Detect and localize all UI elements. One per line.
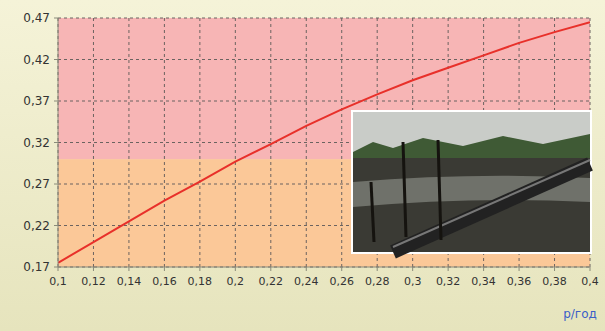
grid-line	[58, 18, 590, 19]
y-tick	[54, 18, 58, 19]
y-tick	[54, 59, 58, 60]
x-tick-label: 0,3	[404, 275, 422, 288]
photo-pipe-highlight	[393, 160, 590, 247]
background	[0, 0, 605, 331]
grid-line	[199, 18, 200, 267]
grid-line	[164, 18, 165, 267]
photo-sky	[353, 112, 590, 252]
y-tick-label: 0,47	[23, 11, 50, 25]
x-tick	[235, 267, 236, 271]
y-tick-label: 0,22	[23, 219, 50, 233]
line	[58, 22, 590, 263]
x-tick-label: 0,1	[49, 275, 67, 288]
x-tick-label: 0,24	[294, 275, 319, 288]
x-tick	[58, 267, 59, 271]
x-tick-label: 0,12	[81, 275, 106, 288]
y-tick	[54, 225, 58, 226]
x-tick-label: 0,18	[188, 275, 213, 288]
photo-pipe	[393, 164, 590, 252]
grid-line	[58, 101, 590, 102]
x-axis	[58, 267, 590, 268]
x-tick	[519, 267, 520, 271]
x-tick	[199, 267, 200, 271]
grid	[58, 18, 590, 267]
x-tick	[306, 267, 307, 271]
y-tick-label: 0,27	[23, 177, 50, 191]
x-tick-label: 0,14	[117, 275, 142, 288]
x-tick	[128, 267, 129, 271]
y-tick-label: 0,17	[23, 260, 50, 274]
x-tick-label: 0,38	[542, 275, 567, 288]
y-tick-label: 0,42	[23, 53, 50, 67]
photo-post	[403, 142, 406, 237]
y-tick	[54, 101, 58, 102]
x-tick	[164, 267, 165, 271]
y-tick	[54, 184, 58, 185]
photo-trees	[353, 134, 590, 160]
x-tick	[341, 267, 342, 271]
x-tick	[93, 267, 94, 271]
x-tick-label: 0,32	[436, 275, 461, 288]
grid-line	[128, 18, 129, 267]
zones	[58, 18, 590, 267]
x-tick-label: 0,26	[329, 275, 354, 288]
chart: 0,17 0,22 0,27 0,32 0,37 0,42 0,47 0,1 0,12 0,14 0…	[0, 0, 605, 331]
x-tick	[377, 267, 378, 271]
photo	[351, 110, 592, 254]
x-axis-label: р/год	[563, 307, 597, 321]
photo-post	[371, 182, 374, 242]
photo-post	[438, 140, 441, 240]
grid-line	[58, 59, 590, 60]
grid-line	[58, 267, 590, 268]
x-tick	[412, 267, 413, 271]
x-tick	[554, 267, 555, 271]
photo-ground	[353, 158, 590, 252]
y-tick	[54, 267, 58, 268]
grid-line	[93, 18, 94, 267]
series	[58, 22, 590, 263]
x-tick-label: 0,28	[365, 275, 390, 288]
x-tick	[590, 267, 591, 271]
y-tick-label: 0,37	[23, 94, 50, 108]
zone	[58, 18, 590, 159]
x-tick	[270, 267, 271, 271]
y-tick	[54, 142, 58, 143]
x-tick-label: 0,34	[471, 275, 496, 288]
x-tick	[448, 267, 449, 271]
x-tick	[483, 267, 484, 271]
photo-frame	[351, 110, 592, 254]
x-tick-label: 0,4	[581, 275, 599, 288]
x-tick-label: 0,16	[152, 275, 177, 288]
x-tick-label: 0,36	[507, 275, 532, 288]
x-tick-label: 0,22	[259, 275, 284, 288]
y-tick-label: 0,32	[23, 136, 50, 150]
x-tick-label: 0,2	[227, 275, 245, 288]
